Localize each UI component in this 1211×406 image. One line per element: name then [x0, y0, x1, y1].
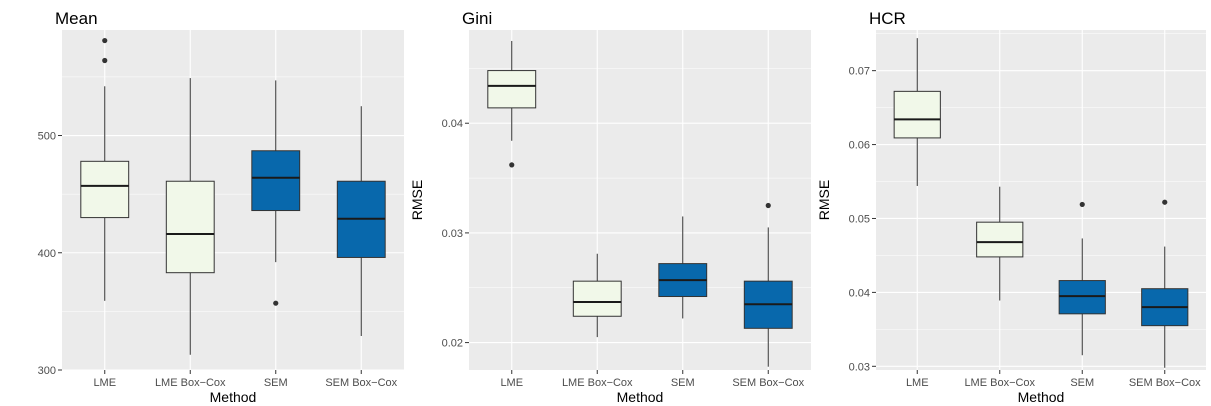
boxplot-4 [743, 202, 793, 367]
boxplot-2 [976, 186, 1024, 301]
x-tick-label: SEM Box−Cox [1129, 377, 1201, 389]
y-tick-label: 400 [38, 248, 56, 260]
boxplot-2 [572, 253, 622, 338]
panel-title: HCR [869, 9, 906, 28]
y-tick-label: 0.03 [442, 228, 463, 240]
x-tick-label: LME Box−Cox [562, 377, 633, 389]
x-tick-label: LME [500, 377, 523, 389]
x-axis-title: Method [210, 389, 257, 405]
boxplot-1 [893, 38, 941, 186]
y-tick-label: 0.07 [849, 66, 870, 78]
boxplot-3 [251, 80, 301, 306]
box-iqr [976, 221, 1024, 258]
x-tick-label: LME [906, 377, 929, 389]
y-tick-label: 0.06 [849, 140, 870, 152]
boxplot-4 [336, 106, 386, 336]
x-tick-label: SEM Box−Cox [732, 377, 804, 389]
x-axis-title: Method [1018, 389, 1065, 405]
y-tick-label: 0.03 [849, 361, 870, 373]
y-tick-label: 500 [38, 131, 56, 143]
box-iqr [251, 150, 301, 212]
box-iqr [165, 180, 215, 274]
y-tick-label: 0.05 [849, 213, 870, 225]
x-tick-label: SEM Box−Cox [325, 377, 397, 389]
y-tick-label: 300 [38, 365, 56, 377]
x-tick-label: LME [93, 377, 116, 389]
x-tick-label: LME Box−Cox [155, 377, 226, 389]
boxplot-1 [80, 37, 130, 301]
y-tick-label: 0.04 [849, 287, 870, 299]
outlier-point [1079, 201, 1085, 208]
box-iqr [487, 70, 537, 109]
x-tick-label: LME Box−Cox [964, 377, 1035, 389]
outlier-point [273, 300, 279, 306]
outlier-point [509, 162, 515, 168]
boxplot-3 [658, 216, 708, 319]
x-tick-label: SEM [671, 377, 695, 389]
y-tick-label: 0.02 [442, 338, 463, 350]
panel-mean: 300 400 500 LME LME Box−Cox SEM SEM Box−Cox Mea… [38, 9, 404, 405]
y-tick-label: 0.04 [442, 118, 463, 130]
x-tick-label: SEM [264, 377, 288, 389]
box-iqr [1058, 280, 1106, 315]
y-axis-title: RMSE [816, 180, 832, 220]
panel-title: Gini [462, 9, 492, 28]
box-iqr [80, 160, 130, 219]
panel-hcr: 0.03 0.04 0.05 0.06 0.07 LME LME Box−Cox SEM SEM… [816, 9, 1206, 405]
x-tick-label: SEM [1070, 377, 1094, 389]
outlier-point [102, 37, 108, 44]
boxplot-1 [487, 40, 537, 168]
box-iqr [572, 280, 622, 317]
x-axis-title: Method [617, 389, 664, 405]
panel-gini: 0.02 0.03 0.04 LME LME Box−Cox SEM SEM Box−Cox… [409, 9, 811, 405]
outlier-point [765, 202, 771, 209]
outlier-point [1162, 199, 1168, 205]
boxplot-3 [1058, 201, 1106, 356]
boxplot-4 [1141, 199, 1189, 368]
boxplot-2 [165, 78, 215, 355]
panel-title: Mean [55, 9, 98, 28]
outlier-point [102, 57, 108, 64]
y-axis-title: RMSE [409, 180, 425, 220]
box-iqr [893, 90, 941, 139]
